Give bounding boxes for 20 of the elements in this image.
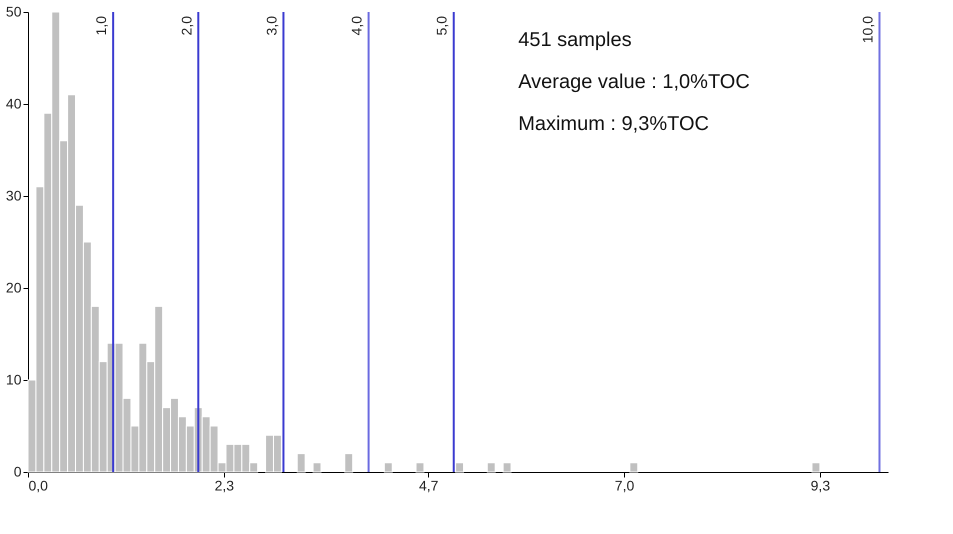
ref-line-label: 10,0 [859,16,876,44]
annotation: Maximum : 9,3%TOC [518,113,709,135]
y-tick-label: 30 [6,188,22,204]
x-tick-label: 0,0 [28,478,48,494]
annotation: Average value : 1,0%TOC [518,71,750,93]
y-tick-label: 40 [6,96,22,112]
ref-line-label: 1,0 [93,16,110,36]
ref-line-label: 4,0 [348,16,365,36]
annotation: 451 samples [518,29,632,51]
x-tick-label: 2,3 [214,478,234,494]
y-tick-label: 10 [6,372,22,388]
x-tick-label: 7,0 [614,478,634,494]
ref-line-label: 2,0 [178,16,194,36]
ref-line-label: 3,0 [263,16,280,36]
y-tick-label: 50 [6,4,22,20]
y-tick-label: 20 [6,280,22,296]
x-tick-label: 4,7 [418,478,439,494]
x-tick-label: 9,3 [810,478,830,494]
ref-line-label: 5,0 [434,16,450,36]
y-tick-label: 0 [14,464,22,480]
